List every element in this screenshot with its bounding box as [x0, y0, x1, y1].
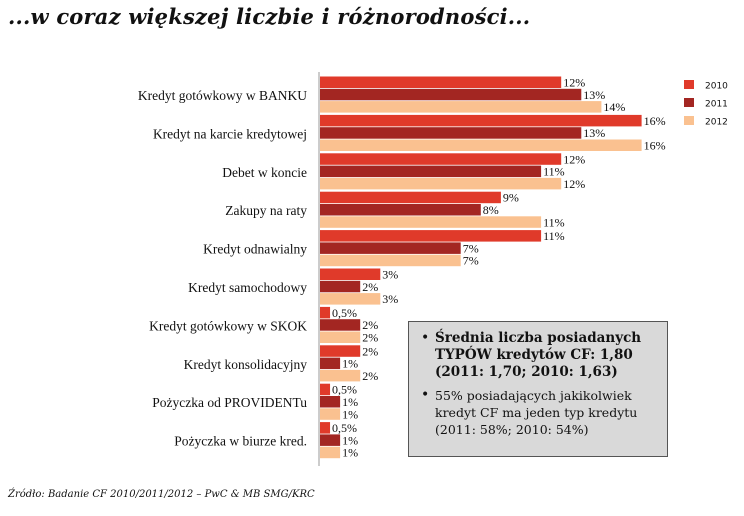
bar-2011-7 [320, 357, 341, 370]
category-label-7: Kredyt konsolidacyjny [184, 357, 308, 372]
legend-swatch-2010 [684, 80, 694, 89]
category-label-9: Pożyczka w biurze kred. [174, 434, 307, 449]
bullet-icon: • [421, 330, 430, 346]
category-label-1: Kredyt na karcie kredytowej [153, 126, 307, 141]
category-label-6: Kredyt gotówkowy w SKOK [149, 318, 307, 333]
bar-2012-7 [320, 369, 361, 382]
value-label-2012-4: 7% [463, 254, 479, 268]
info-bullet-2: • 55% posiadających jakikolwiek kredyt C… [421, 381, 657, 438]
value-label-2012-9: 1% [342, 446, 358, 460]
value-label-2011-9: 1% [342, 433, 358, 447]
legend-label-2010: 2010 [705, 82, 728, 92]
value-label-2012-3: 11% [543, 215, 565, 229]
value-label-2011-4: 7% [463, 241, 479, 255]
value-label-2010-5: 3% [382, 268, 398, 282]
value-label-2012-8: 1% [342, 407, 358, 421]
bar-2010-8 [320, 383, 331, 396]
category-label-4: Kredyt odnawialny [203, 242, 307, 257]
bar-2012-8 [320, 408, 341, 420]
source-note: Źródło: Badanie CF 2010/2011/2012 – PwC … [8, 489, 315, 500]
value-label-2011-7: 1% [342, 357, 358, 371]
bar-2010-7 [320, 345, 361, 357]
category-label-3: Zakupy na raty [225, 203, 307, 218]
bar-2010-3 [320, 191, 501, 204]
value-label-2012-0: 14% [603, 100, 625, 114]
bar-2011-1 [320, 127, 582, 139]
info-box: • Średnia liczba posiadanych TYPÓW kredy… [408, 321, 668, 457]
value-label-2010-3: 9% [503, 191, 519, 205]
value-label-2010-2: 12% [563, 152, 585, 166]
value-label-2011-6: 2% [362, 318, 378, 332]
bar-2010-0 [320, 76, 562, 88]
value-label-2010-1: 16% [644, 114, 666, 128]
info-bullet-1: • Średnia liczba posiadanych TYPÓW kredy… [421, 330, 657, 381]
bar-2012-0 [320, 101, 602, 113]
category-labels-group: Kredyt gotówkowy w BANKU Kredyt na karcie… [138, 88, 307, 449]
category-label-8: Pożyczka od PROVIDENTu [152, 395, 307, 410]
value-label-2012-6: 2% [362, 331, 378, 345]
legend: 2010 2011 2012 [684, 80, 728, 128]
bar-2011-3 [320, 204, 481, 216]
bar-2011-2 [320, 165, 542, 178]
bar-2012-4 [320, 254, 461, 267]
value-label-2010-0: 12% [563, 76, 585, 90]
value-label-2010-7: 2% [362, 344, 378, 358]
bar-2010-6 [320, 306, 331, 319]
bullet-icon: • [421, 387, 430, 403]
category-label-0: Kredyt gotówkowy w BANKU [138, 88, 307, 103]
bar-2010-1 [320, 114, 642, 127]
value-label-2010-4: 11% [543, 229, 565, 243]
bar-2012-6 [320, 331, 361, 343]
avg-credit-types-text: Średnia liczba posiadanych TYPÓW kredytó… [435, 330, 642, 380]
bar-2010-4 [320, 230, 542, 242]
bar-2011-5 [320, 280, 361, 293]
bar-2012-3 [320, 216, 542, 228]
bar-2012-2 [320, 177, 562, 190]
slide-title: ...w coraz większej liczbie i różnorodno… [8, 4, 531, 29]
value-label-2012-5: 3% [382, 292, 398, 306]
value-label-2011-5: 2% [362, 280, 378, 294]
legend-swatch-2012 [684, 116, 694, 125]
bar-2011-0 [320, 88, 582, 101]
bar-2011-4 [320, 242, 461, 254]
bar-2011-9 [320, 434, 341, 446]
bar-2011-6 [320, 319, 361, 331]
single-type-share-text: 55% posiadających jakikolwiek kredyt CF … [435, 388, 638, 437]
value-label-2012-2: 12% [563, 177, 585, 191]
value-label-2011-3: 8% [483, 203, 499, 217]
value-label-2011-0: 13% [583, 88, 605, 102]
value-label-2012-7: 2% [362, 369, 378, 383]
value-labels-group: 12%13%14%16%13%16%12%11%12%9%8%11%11%7%7… [332, 76, 666, 460]
value-label-2011-8: 1% [342, 395, 358, 409]
value-label-2011-1: 13% [583, 126, 605, 140]
category-label-5: Kredyt samochodowy [188, 280, 307, 295]
bars-group [320, 76, 642, 459]
bar-2012-5 [320, 293, 381, 305]
value-label-2011-2: 11% [543, 165, 565, 179]
category-label-2: Debet w koncie [222, 165, 307, 180]
value-label-2010-9: 0,5% [332, 421, 357, 435]
value-label-2012-1: 16% [644, 139, 666, 153]
value-label-2010-6: 0,5% [332, 306, 357, 320]
value-label-2010-8: 0,5% [332, 383, 357, 397]
bar-2012-9 [320, 446, 341, 459]
bar-2012-1 [320, 139, 642, 151]
bar-2010-2 [320, 153, 562, 165]
bar-2011-8 [320, 396, 341, 408]
legend-swatch-2011 [684, 98, 694, 107]
legend-label-2012: 2012 [705, 118, 728, 128]
bar-2010-9 [320, 422, 331, 434]
legend-label-2011: 2011 [705, 100, 728, 110]
bar-2010-5 [320, 268, 381, 280]
